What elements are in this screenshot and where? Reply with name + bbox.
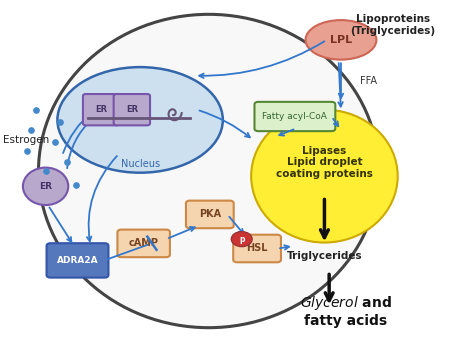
FancyBboxPatch shape xyxy=(255,102,335,131)
FancyBboxPatch shape xyxy=(114,94,150,126)
Text: Triglycerides: Triglycerides xyxy=(287,251,362,261)
Ellipse shape xyxy=(57,67,223,173)
Text: Fatty acyl-CoA: Fatty acyl-CoA xyxy=(263,112,328,121)
Ellipse shape xyxy=(251,110,398,242)
FancyBboxPatch shape xyxy=(83,94,119,126)
FancyBboxPatch shape xyxy=(46,243,109,278)
Text: HSL: HSL xyxy=(246,244,268,253)
Text: ER: ER xyxy=(126,105,138,114)
Text: p: p xyxy=(239,235,245,244)
Text: FFA: FFA xyxy=(360,76,377,86)
Text: Nucleus: Nucleus xyxy=(120,159,160,169)
Text: ER: ER xyxy=(95,105,107,114)
Text: Lipoproteins
(Triglycerides): Lipoproteins (Triglycerides) xyxy=(350,14,436,36)
FancyBboxPatch shape xyxy=(186,201,234,228)
FancyBboxPatch shape xyxy=(118,229,170,257)
Text: LPL: LPL xyxy=(330,35,352,45)
Text: ADRA2A: ADRA2A xyxy=(57,256,98,265)
Circle shape xyxy=(231,232,252,247)
Text: Lipases
Lipid droplet
coating proteins: Lipases Lipid droplet coating proteins xyxy=(276,146,373,179)
Ellipse shape xyxy=(38,14,379,328)
FancyBboxPatch shape xyxy=(233,235,281,262)
Text: $\it{Glycerol}$ and
fatty acids: $\it{Glycerol}$ and fatty acids xyxy=(300,293,392,328)
Ellipse shape xyxy=(23,168,68,205)
Text: Estrogen: Estrogen xyxy=(3,135,49,145)
Text: ER: ER xyxy=(39,182,52,191)
Text: PKA: PKA xyxy=(199,209,221,220)
Text: cAMP: cAMP xyxy=(128,238,159,248)
Ellipse shape xyxy=(306,20,376,60)
